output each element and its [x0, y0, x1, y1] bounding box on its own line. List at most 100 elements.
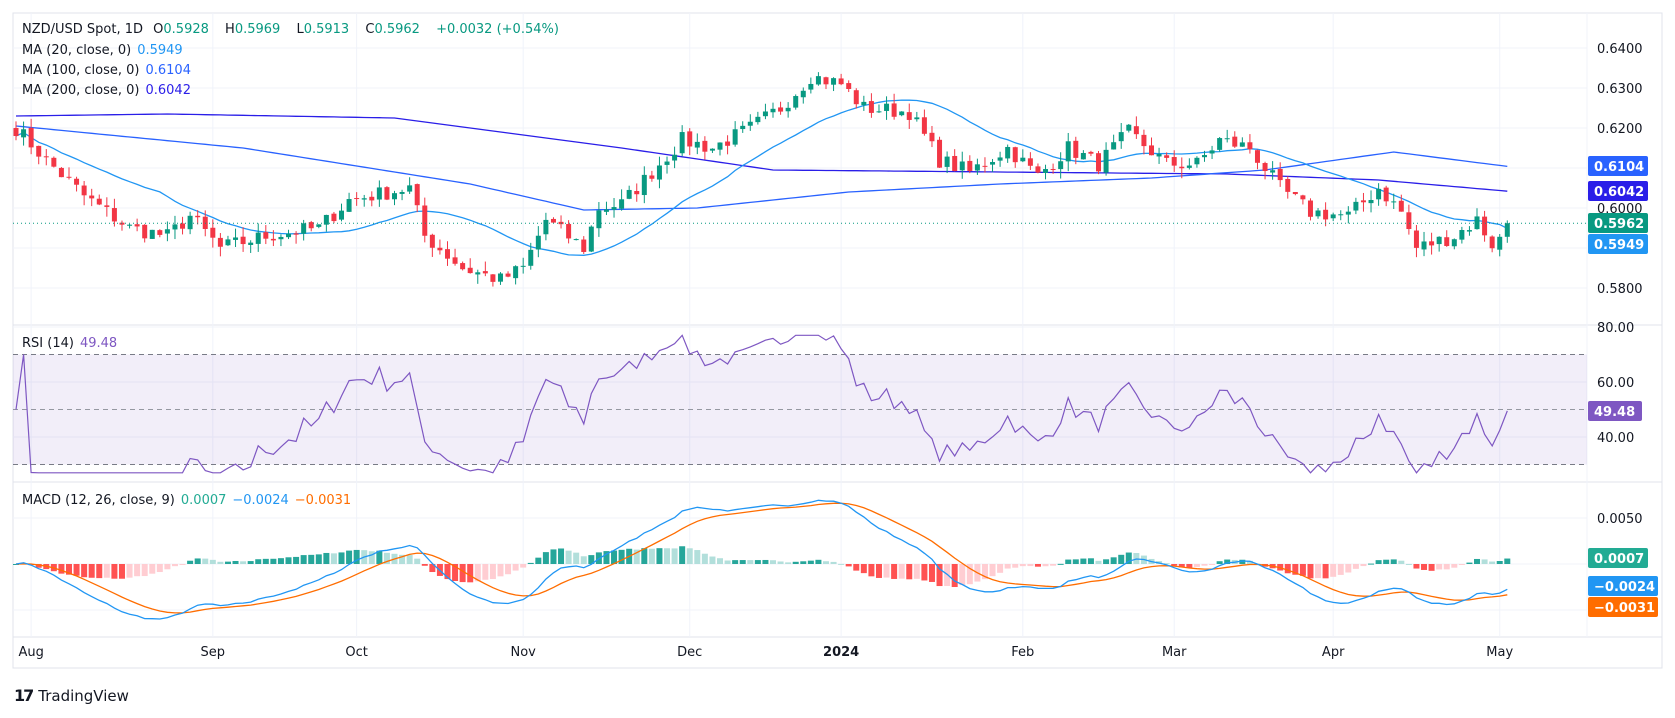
candle: [1451, 238, 1457, 250]
ma200-price-badge-bg: [1588, 181, 1648, 201]
candle-body: [876, 111, 882, 113]
candle: [111, 198, 117, 227]
candle-body: [656, 165, 662, 180]
candle-body: [815, 76, 821, 85]
macd-histogram-bar: [474, 564, 481, 582]
macd-histogram-bar: [399, 554, 406, 564]
candle: [1224, 129, 1230, 143]
candle: [1459, 226, 1465, 244]
macd-histogram-bar: [209, 559, 216, 564]
candle-body: [1489, 236, 1495, 249]
rsi-tick-label: 60.00: [1597, 376, 1634, 391]
macd-histogram-bar: [694, 550, 701, 564]
macd-legend[interactable]: MACD (12, 26, close, 9) 0.0007 −0.0024 −0.0…: [22, 491, 357, 511]
candle: [1012, 146, 1018, 168]
candle-body: [467, 267, 473, 274]
macd-histogram-bar: [81, 564, 88, 578]
symbol-legend: NZD/USD Spot, 1D O0.5928 H0.5969 L0.5913…: [22, 20, 565, 40]
macd-histogram-bar: [1027, 564, 1034, 567]
candle-body: [195, 215, 201, 218]
candle-body: [1209, 150, 1215, 154]
candle-body: [1186, 165, 1192, 168]
macd-histogram-bar: [845, 564, 852, 567]
candle: [270, 230, 276, 247]
candle: [838, 73, 844, 86]
candle: [709, 148, 715, 153]
macd-histogram-bar: [883, 564, 890, 578]
close-value: 0.5962: [374, 22, 420, 37]
macd-histogram-bar: [88, 564, 95, 578]
ma20-price-badge-text: 0.5949: [1594, 238, 1644, 253]
ma100-price-badge-text: 0.6104: [1594, 160, 1644, 175]
candle: [1065, 132, 1071, 172]
candle: [1254, 149, 1260, 170]
macd-histogram-bar: [467, 564, 474, 583]
tradingview-logo[interactable]: 17 TradingView: [14, 686, 129, 705]
price-tick-label: 0.5800: [1597, 282, 1643, 297]
candle: [952, 149, 958, 172]
macd-histogram-bar: [762, 559, 769, 564]
ma100-legend[interactable]: MA (100, close, 0) 0.6104: [22, 61, 197, 81]
candle: [1239, 137, 1245, 147]
time-label-2024: 2024: [823, 645, 859, 660]
candle-body: [1232, 136, 1238, 147]
candle: [1149, 137, 1154, 156]
candle: [1133, 116, 1139, 139]
macd-histogram-bar: [1201, 564, 1208, 566]
candle-body: [407, 185, 413, 192]
macd-histogram-bar: [1489, 561, 1496, 564]
candle: [1088, 150, 1094, 157]
macd-histogram-bar: [353, 549, 360, 564]
candle: [437, 239, 443, 255]
candle: [1376, 183, 1382, 206]
candle-body: [36, 145, 42, 157]
macd-histogram-bar: [429, 564, 436, 573]
candle-body: [111, 208, 117, 222]
ma200-label: MA (200, close, 0): [22, 83, 140, 98]
candle: [1504, 220, 1510, 243]
candle: [1270, 161, 1276, 180]
macd-histogram-bar: [611, 550, 618, 564]
candle-body: [1103, 149, 1109, 173]
time-label-Dec: Dec: [677, 645, 702, 660]
macd-histogram-bar: [1171, 564, 1178, 566]
candle: [649, 170, 655, 182]
candle-body: [611, 207, 617, 210]
macd-histogram-bar: [997, 564, 1004, 573]
candle: [1489, 235, 1495, 253]
candle: [1096, 150, 1102, 175]
candle-body: [1421, 241, 1427, 250]
candle-body: [482, 271, 488, 274]
ma20-legend[interactable]: MA (20, close, 0) 0.5949: [22, 41, 189, 61]
macd-histogram-bar: [1451, 564, 1458, 568]
candle-body: [1141, 134, 1147, 147]
candle: [543, 212, 549, 241]
macd-histogram-bar: [1315, 564, 1322, 579]
ma200-legend[interactable]: MA (200, close, 0) 0.6042: [22, 81, 197, 101]
candle-body: [566, 224, 572, 239]
candle-body: [28, 127, 34, 148]
macd-histogram-bar: [618, 549, 625, 564]
macd-histogram-bar: [1398, 560, 1405, 564]
candle: [286, 229, 292, 240]
candle-body: [535, 235, 541, 250]
macd-histogram-bar: [1299, 564, 1306, 576]
candle-body: [255, 232, 261, 244]
rsi-legend[interactable]: RSI (14) 49.48: [22, 334, 123, 354]
macd-histogram-bar: [1125, 552, 1132, 564]
candle: [785, 102, 791, 118]
candle: [641, 166, 647, 204]
candle: [1111, 134, 1117, 150]
candle-body: [1156, 153, 1162, 157]
candle: [255, 223, 261, 252]
candle: [831, 77, 837, 92]
candle-body: [1096, 153, 1102, 172]
macd-histogram-bar: [1186, 564, 1193, 568]
macd-histogram-bar: [558, 548, 565, 564]
price-tick-label: 0.6400: [1597, 42, 1643, 57]
time-label-Apr: Apr: [1322, 645, 1345, 660]
candle-body: [1330, 214, 1336, 219]
macd-histogram-bar: [1390, 559, 1397, 564]
candle-body: [679, 132, 685, 154]
